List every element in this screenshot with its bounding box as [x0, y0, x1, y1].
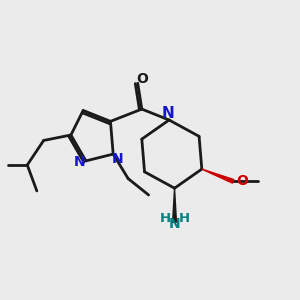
- Polygon shape: [172, 188, 176, 222]
- Text: N: N: [74, 155, 86, 169]
- Text: N: N: [161, 106, 174, 122]
- Text: H: H: [178, 212, 190, 226]
- Text: N: N: [112, 152, 124, 166]
- Text: N: N: [169, 217, 180, 231]
- Text: H: H: [159, 212, 171, 226]
- Text: O: O: [136, 72, 148, 86]
- Polygon shape: [202, 169, 234, 183]
- Text: O: O: [236, 173, 248, 188]
